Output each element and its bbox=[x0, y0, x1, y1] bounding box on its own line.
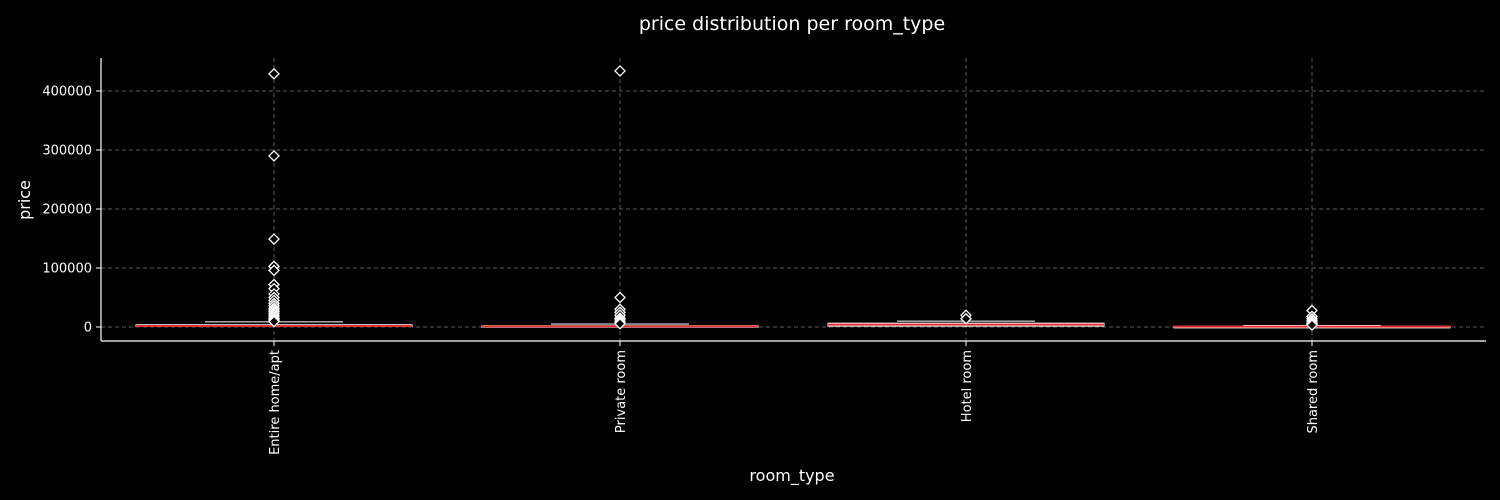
grid-layer bbox=[101, 58, 1486, 341]
y-tick-label: 300000 bbox=[42, 144, 92, 159]
y-axis-label: price bbox=[15, 180, 34, 220]
y-tick-label: 0 bbox=[84, 321, 92, 336]
x-tick-layer: Entire home/apt Private room Hotel room Sha… bbox=[268, 341, 1321, 455]
y-tick-label: 400000 bbox=[42, 85, 92, 100]
outlier-point bbox=[614, 291, 626, 304]
box-layer bbox=[135, 320, 1451, 329]
x-tick-label: Entire home/apt bbox=[268, 350, 283, 455]
outlier-point bbox=[614, 317, 626, 330]
outlier-point bbox=[268, 233, 280, 246]
x-tick-label: Shared room bbox=[1306, 350, 1321, 434]
y-tick-label: 100000 bbox=[42, 262, 92, 277]
outlier-point bbox=[268, 67, 280, 80]
outlier-point bbox=[614, 65, 626, 77]
outlier-point bbox=[268, 315, 280, 328]
outlier-layer bbox=[268, 65, 1318, 332]
y-tick-layer: 0 100000 200000 300000 400000 bbox=[42, 85, 101, 336]
outlier-point bbox=[268, 264, 280, 277]
chart-title: price distribution per room_type bbox=[639, 13, 945, 35]
x-axis-label: room_type bbox=[749, 466, 834, 486]
y-tick-label: 200000 bbox=[42, 203, 92, 218]
x-tick-label: Hotel room bbox=[960, 350, 975, 422]
outlier-point bbox=[1306, 319, 1318, 332]
x-tick-label: Private room bbox=[614, 350, 629, 433]
outlier-point bbox=[960, 312, 972, 325]
outlier-point bbox=[268, 149, 280, 162]
